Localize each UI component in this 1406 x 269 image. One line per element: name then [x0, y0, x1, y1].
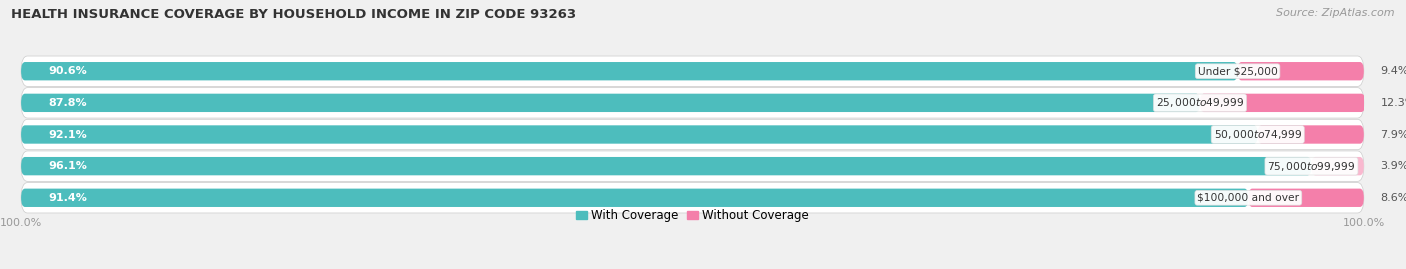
Text: 90.6%: 90.6% [48, 66, 87, 76]
FancyBboxPatch shape [1199, 94, 1365, 112]
FancyBboxPatch shape [21, 88, 1364, 118]
FancyBboxPatch shape [1312, 157, 1364, 175]
Text: 12.3%: 12.3% [1381, 98, 1406, 108]
FancyBboxPatch shape [21, 189, 1249, 207]
Text: $25,000 to $49,999: $25,000 to $49,999 [1156, 96, 1244, 109]
Text: $75,000 to $99,999: $75,000 to $99,999 [1267, 160, 1355, 173]
Text: $100,000 and over: $100,000 and over [1198, 193, 1299, 203]
Text: 91.4%: 91.4% [48, 193, 87, 203]
Text: Under $25,000: Under $25,000 [1198, 66, 1278, 76]
Text: 9.4%: 9.4% [1379, 66, 1406, 76]
FancyBboxPatch shape [21, 125, 1258, 144]
Text: 3.9%: 3.9% [1379, 161, 1406, 171]
Legend: With Coverage, Without Coverage: With Coverage, Without Coverage [576, 209, 808, 222]
FancyBboxPatch shape [21, 151, 1364, 181]
FancyBboxPatch shape [21, 62, 1237, 80]
Text: $50,000 to $74,999: $50,000 to $74,999 [1213, 128, 1302, 141]
FancyBboxPatch shape [1249, 189, 1364, 207]
FancyBboxPatch shape [21, 119, 1364, 150]
Text: 92.1%: 92.1% [48, 129, 87, 140]
Text: 7.9%: 7.9% [1379, 129, 1406, 140]
Text: HEALTH INSURANCE COVERAGE BY HOUSEHOLD INCOME IN ZIP CODE 93263: HEALTH INSURANCE COVERAGE BY HOUSEHOLD I… [11, 8, 576, 21]
Text: 8.6%: 8.6% [1379, 193, 1406, 203]
Text: 96.1%: 96.1% [48, 161, 87, 171]
FancyBboxPatch shape [1237, 62, 1364, 80]
FancyBboxPatch shape [21, 56, 1364, 86]
FancyBboxPatch shape [21, 94, 1199, 112]
Text: Source: ZipAtlas.com: Source: ZipAtlas.com [1277, 8, 1395, 18]
Text: 87.8%: 87.8% [48, 98, 87, 108]
FancyBboxPatch shape [21, 183, 1364, 213]
FancyBboxPatch shape [1258, 125, 1364, 144]
FancyBboxPatch shape [21, 157, 1312, 175]
